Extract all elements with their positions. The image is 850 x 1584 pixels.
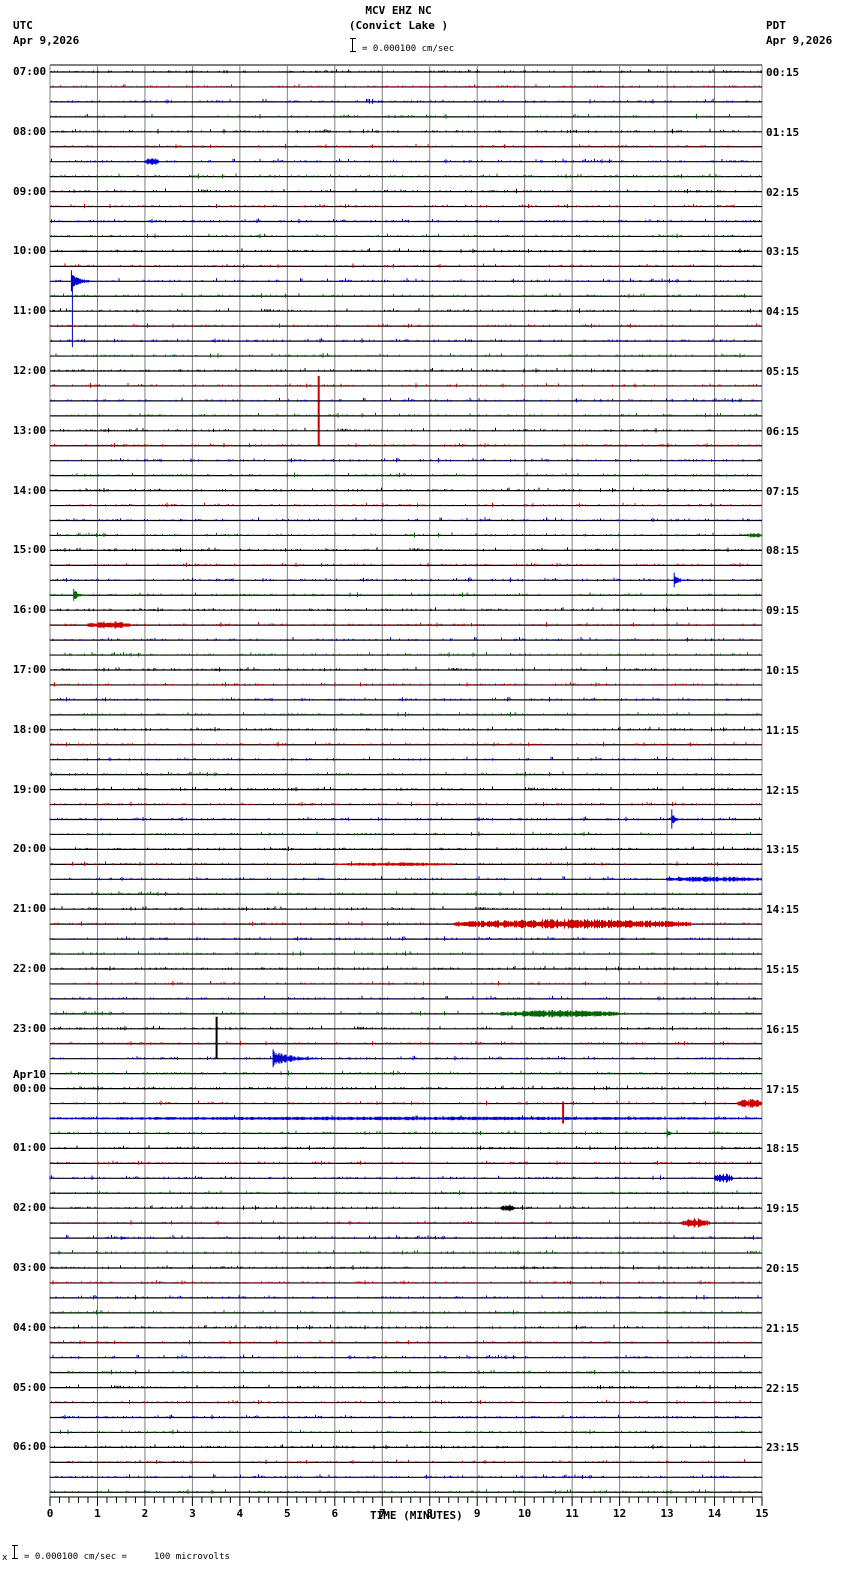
utc-time-label: 16:00	[13, 603, 47, 617]
scale-bar-icon	[350, 38, 358, 52]
utc-time-label: 01:00	[13, 1141, 47, 1155]
utc-time-label: 20:00	[13, 842, 47, 856]
pdt-time-label: 06:15	[766, 424, 800, 438]
utc-time-label: 06:00	[13, 1440, 47, 1454]
utc-time-label: 00:00	[13, 1081, 47, 1095]
pdt-time-label: 03:15	[766, 245, 800, 259]
pdt-time-label: 19:15	[766, 1202, 800, 1216]
utc-time-label: 17:00	[13, 663, 47, 676]
right-date: Apr 9,2026	[766, 34, 833, 47]
pdt-time-label: 04:15	[766, 305, 800, 319]
pdt-time-label: 07:15	[766, 484, 800, 498]
utc-time-label: 07:00	[13, 65, 47, 78]
station-title: MCV EHZ NC	[365, 4, 432, 17]
svg-text:2: 2	[142, 1507, 149, 1520]
pdt-time-label: 17:15	[766, 1082, 800, 1096]
pdt-time-label: 01:15	[766, 125, 800, 139]
svg-text:6: 6	[331, 1507, 338, 1520]
pdt-time-label: 11:15	[766, 723, 800, 737]
pdt-time-label: 08:15	[766, 544, 800, 558]
utc-time-label: 15:00	[13, 543, 47, 557]
svg-text:5: 5	[284, 1507, 291, 1520]
utc-time-label: 18:00	[13, 722, 47, 736]
pdt-time-label: 13:15	[766, 843, 800, 857]
svg-text:0: 0	[47, 1507, 54, 1520]
right-timezone: PDT	[766, 19, 786, 32]
pdt-time-label: 16:15	[766, 1022, 800, 1036]
utc-time-label: 09:00	[13, 184, 47, 198]
utc-time-label: 22:00	[13, 962, 47, 975]
svg-text:3: 3	[189, 1507, 196, 1520]
footer-prefix: x	[2, 1553, 8, 1563]
utc-time-label: 13:00	[13, 423, 47, 437]
pdt-time-label: 20:15	[766, 1262, 800, 1275]
svg-text:14: 14	[708, 1507, 722, 1520]
pdt-time-label: 22:15	[766, 1381, 800, 1395]
utc-time-label: 14:00	[13, 483, 47, 497]
svg-text:10: 10	[518, 1507, 531, 1520]
svg-text:13: 13	[660, 1507, 673, 1520]
svg-text:12: 12	[613, 1507, 626, 1520]
scale-text: = 0.000100 cm/sec	[362, 44, 455, 54]
pdt-time-label: 18:15	[766, 1142, 800, 1156]
date-label: Apr10	[13, 1067, 47, 1081]
pdt-time-label: 02:15	[766, 185, 800, 199]
svg-text:4: 4	[237, 1507, 244, 1520]
utc-time-label: 08:00	[13, 124, 47, 138]
station-location: (Convict Lake )	[348, 19, 449, 32]
svg-text:9: 9	[474, 1507, 481, 1520]
x-axis-label: TIME (MINUTES)	[370, 1509, 463, 1522]
pdt-time-label: 05:15	[766, 365, 800, 378]
left-date: Apr 9,2026	[13, 34, 80, 47]
svg-text:15: 15	[755, 1507, 768, 1520]
footer-scale-bar-icon	[12, 1545, 20, 1559]
pdt-time-label: 14:15	[766, 903, 800, 917]
pdt-time-label: 12:15	[766, 783, 800, 797]
pdt-time-label: 09:15	[766, 604, 800, 618]
pdt-time-label: 10:15	[766, 664, 800, 677]
svg-text:8: 8	[426, 1507, 433, 1520]
utc-time-label: 10:00	[13, 244, 47, 258]
pdt-time-label: 21:15	[766, 1321, 800, 1335]
left-timezone: UTC	[13, 19, 33, 32]
pdt-time-label: 23:15	[766, 1441, 800, 1455]
footer-scale-text: = 0.000100 cm/sec = 100 microvolts	[24, 1552, 230, 1562]
utc-time-label: 02:00	[13, 1201, 47, 1215]
utc-time-label: 21:00	[13, 902, 47, 916]
utc-time-label: 19:00	[13, 782, 47, 796]
utc-time-label: 03:00	[13, 1261, 47, 1274]
utc-time-label: 12:00	[13, 364, 47, 377]
utc-time-label: 23:00	[13, 1021, 47, 1035]
utc-time-label: 11:00	[13, 304, 47, 318]
pdt-time-label: 00:15	[766, 66, 800, 79]
utc-time-label: 04:00	[13, 1320, 47, 1334]
utc-time-label: 05:00	[13, 1380, 47, 1394]
svg-text:7: 7	[379, 1507, 386, 1520]
pdt-time-label: 15:15	[766, 963, 800, 976]
svg-text:11: 11	[566, 1507, 580, 1520]
svg-text:1: 1	[94, 1507, 101, 1520]
